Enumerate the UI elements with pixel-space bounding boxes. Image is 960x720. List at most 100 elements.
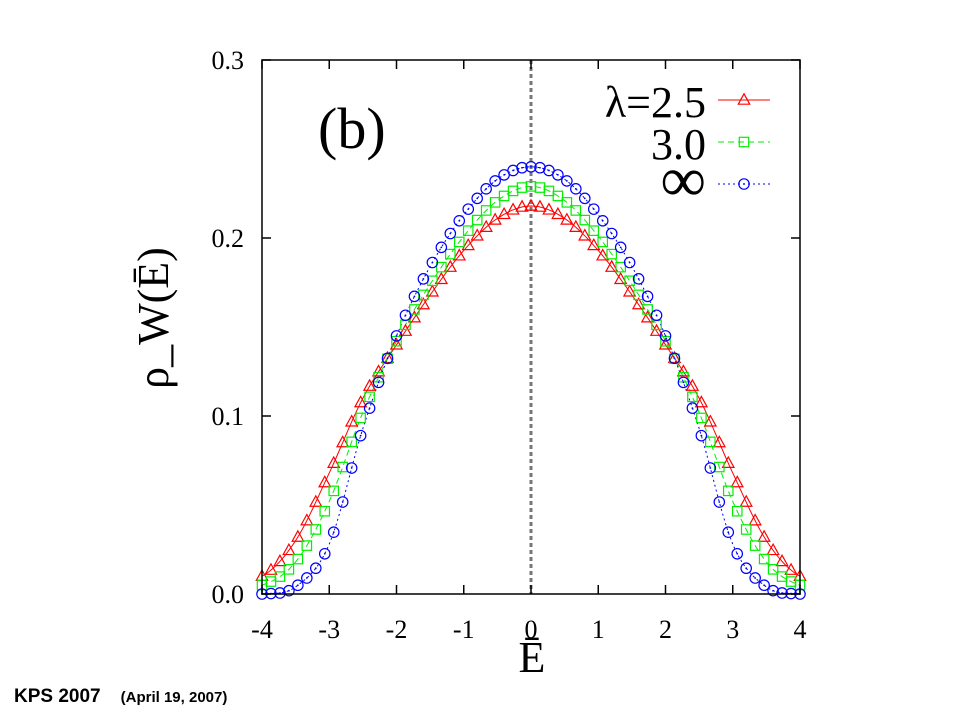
marker-lambda-infinity [525,161,537,173]
x-tick-label: 0 [525,615,538,644]
marker-lambda-infinity-dot [503,173,505,176]
x-tick-label: 1 [592,615,605,644]
marker-lambda-3-0 [507,185,519,197]
marker-lambda-infinity-ring [318,547,331,560]
marker-lambda-2-5 [784,562,798,575]
marker-lambda-3-0 [418,289,429,301]
marker-lambda-2-5 [730,475,744,488]
marker-lambda-infinity-ring [695,429,708,442]
marker-lambda-infinity [435,241,448,254]
marker-lambda-infinity-dot [377,381,380,384]
marker-lambda-infinity-dot [530,165,532,168]
marker-lambda-infinity [372,376,385,389]
marker-lambda-2-5 [264,562,278,575]
marker-lambda-infinity-dot [323,552,326,555]
marker-lambda-infinity-dot [449,232,452,235]
marker-lambda-infinity-dot [655,314,658,317]
marker-lambda-infinity-ring [489,175,501,187]
marker-lambda-infinity [614,241,627,254]
footer: KPS 2007 (April 19, 2007) [14,686,227,708]
marker-lambda-infinity [399,309,412,322]
marker-lambda-2-5 [318,475,332,488]
marker-lambda-infinity [417,273,430,285]
marker-lambda-3-0 [346,436,357,448]
marker-lambda-2-5 [398,323,413,336]
marker-lambda-3-0 [337,461,348,473]
marker-lambda-infinity-ring [561,175,573,187]
marker-lambda-3-0 [705,436,716,448]
x-tick-label: -3 [318,615,340,644]
marker-lambda-3-0 [283,564,295,575]
x-tick-label: -1 [453,615,475,644]
marker-lambda-infinity-ring [776,587,788,599]
axis-tick-labels: -4 -3 -2 -1 0 1 2 3 4 0.0 0.1 0.2 0.3 [212,46,807,644]
marker-lambda-3-0 [687,391,698,403]
marker-lambda-infinity [623,256,636,269]
marker-lambda-infinity-ring [731,547,744,560]
marker-lambda-infinity [561,175,573,187]
marker-lambda-infinity-ring [363,402,376,414]
marker-lambda-2-5 [407,310,422,323]
marker-lambda-3-0 [471,214,483,226]
marker-lambda-infinity-ring [435,241,448,254]
marker-lambda-infinity [327,526,340,539]
marker-lambda-2-5 [721,455,735,468]
marker-lambda-2-5 [497,206,511,220]
marker-lambda-infinity-dot [404,314,407,317]
marker-lambda-infinity [309,562,322,575]
marker-lambda-infinity-dot [583,197,586,200]
marker-lambda-3-0 [445,248,456,260]
marker-lambda-2-5 [470,228,484,241]
marker-lambda-2-5 [371,364,386,377]
marker-lambda-infinity [704,462,717,474]
marker-lambda-infinity-ring [596,215,609,227]
marker-lambda-infinity-ring [417,273,430,285]
marker-lambda-2-5 [569,219,583,232]
marker-lambda-infinity-ring [686,402,699,414]
marker-lambda-3-0 [731,505,743,517]
marker-lambda-infinity-dot [718,501,721,503]
marker-lambda-2-5 [389,337,404,350]
marker-lambda-2-5 [631,297,646,310]
marker-lambda-infinity [713,496,726,508]
marker-lambda-infinity-ring [632,273,645,285]
marker-lambda-infinity-dot [485,187,488,190]
marker-lambda-2-5 [587,237,601,251]
marker-lambda-infinity-dot [619,246,622,249]
marker-lambda-2-5 [434,271,449,285]
marker-lambda-infinity-dot [350,467,353,469]
marker-lambda-infinity-dot [467,208,470,211]
marker-lambda-infinity-dot [548,169,550,172]
marker-lambda-3-0 [301,540,313,551]
marker-lambda-infinity [686,402,699,414]
marker-lambda-infinity [552,169,564,181]
legend-label-lambda-2-5: λ=2.5 [605,78,706,127]
marker-lambda-infinity [605,227,618,240]
marker-lambda-3-0 [409,304,420,315]
y-tick-label: 0.0 [212,580,245,609]
marker-lambda-3-0 [722,485,734,497]
marker-lambda-infinity [462,203,475,215]
marker-lambda-infinity-dot [574,187,577,190]
marker-lambda-infinity-ring [641,290,654,303]
marker-lambda-3-0 [713,461,725,473]
marker-lambda-2-5 [748,513,762,526]
marker-lambda-2-5 [640,310,655,323]
marker-lambda-3-0 [633,289,644,301]
marker-lambda-infinity-dot [745,567,748,570]
marker-lambda-infinity [283,584,295,597]
x-axis-label: Ē [519,633,546,682]
marker-lambda-2-5 [551,206,565,220]
marker-lambda-infinity-ring [605,227,618,240]
marker-lambda-2-5 [515,199,529,212]
marker-lambda-2-5 [676,364,691,377]
marker-lambda-3-0 [624,275,635,287]
marker-lambda-infinity-dot [691,407,694,409]
marker-lambda-infinity-ring [480,183,492,195]
marker-lambda-infinity-dot [736,552,739,555]
marker-lambda-infinity-dot [709,467,712,469]
marker-lambda-infinity-ring [758,579,770,592]
panel-label: (b) [318,96,386,161]
marker-lambda-infinity [578,192,591,205]
marker-lambda-infinity-dot [628,261,631,264]
